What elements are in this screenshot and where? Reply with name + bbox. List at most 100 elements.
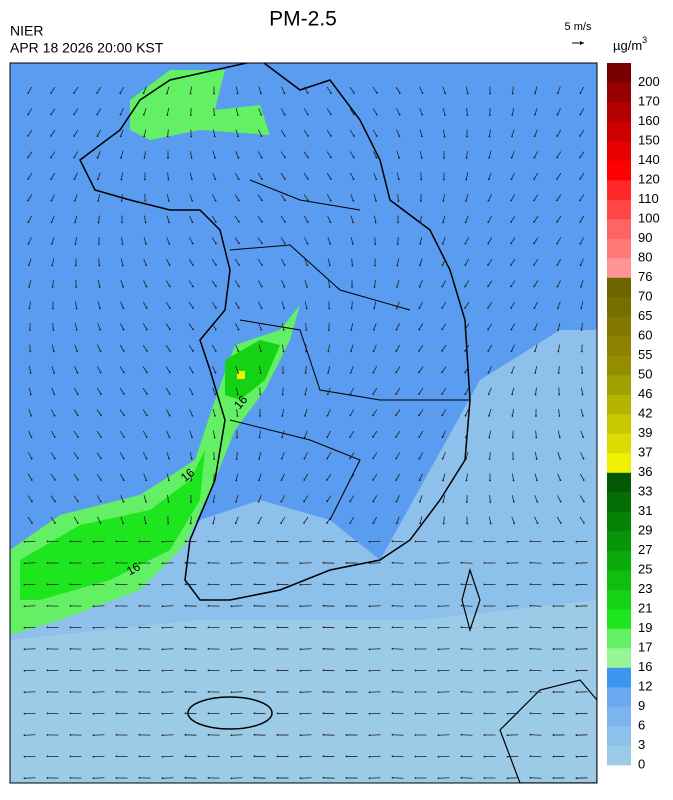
wind-arrow-head xyxy=(533,242,535,244)
wind-arrow-head xyxy=(512,458,514,460)
wind-arrow-head xyxy=(300,734,302,736)
colorbar-tick-label: 29 xyxy=(638,522,652,537)
wind-arrow-head xyxy=(70,562,72,564)
colorbar-tick-label: 200 xyxy=(638,74,660,89)
wind-arrow-head xyxy=(444,136,446,138)
wind-arrow-head xyxy=(77,372,79,374)
colorbar-tick-label: 17 xyxy=(638,639,652,654)
wind-arrow-head xyxy=(464,264,466,266)
wind-arrow-head xyxy=(74,178,76,180)
wind-arrow-head xyxy=(373,307,375,309)
wind-arrow-head xyxy=(488,437,490,439)
colorbar-tick-label: 65 xyxy=(638,308,652,323)
wind-arrow xyxy=(301,541,312,542)
wind-arrow-head xyxy=(576,562,578,564)
wind-arrow-head xyxy=(558,372,560,374)
colorbar-tick-label: 76 xyxy=(638,269,652,284)
colorbar-tick-label: 16 xyxy=(638,659,652,674)
wind-arrow-head xyxy=(510,264,512,266)
wind-arrow-head xyxy=(372,436,374,438)
wind-arrow xyxy=(163,670,174,671)
wind-arrow-head xyxy=(214,415,216,417)
wind-arrow-head xyxy=(51,265,53,267)
wind-arrow-head xyxy=(533,157,535,159)
wind-arrow-head xyxy=(464,328,466,330)
wind-arrow-head xyxy=(438,713,440,715)
wind-arrow xyxy=(94,649,105,650)
wind-arrow-head xyxy=(372,479,374,481)
wind-arrow xyxy=(232,627,243,628)
wind-arrow-head xyxy=(530,648,532,650)
wind-arrow-head xyxy=(50,157,52,159)
wind-arrow-head xyxy=(579,178,581,180)
wind-arrow-head xyxy=(557,329,559,331)
wind-arrow-head xyxy=(395,350,397,352)
wind-arrow-head xyxy=(415,691,417,693)
wind-arrow-head xyxy=(122,307,124,309)
wind-arrow-head xyxy=(487,307,489,309)
wind-arrow-head xyxy=(576,691,578,693)
wind-arrow-head xyxy=(168,479,170,481)
wind-arrow-head xyxy=(556,178,558,180)
wind-arrow-head xyxy=(215,285,217,287)
wind-arrow-head xyxy=(53,351,55,353)
wind-arrow-head xyxy=(375,222,377,224)
wind-arrow xyxy=(232,563,243,564)
wind-arrow-head xyxy=(534,114,536,116)
wind-arrow-head xyxy=(507,777,509,779)
wind-arrow-head xyxy=(487,221,489,223)
wind-arrow xyxy=(232,584,243,585)
wind-arrow-head xyxy=(372,457,374,459)
wind-arrow-head xyxy=(282,372,284,374)
wind-arrow xyxy=(25,541,36,542)
wind-arrow-head xyxy=(145,479,147,481)
wind-arrow-head xyxy=(215,221,217,223)
wind-arrow-head xyxy=(419,264,421,266)
wind-arrow-head xyxy=(300,756,302,758)
wind-arrow-head xyxy=(145,264,147,266)
unit-sup: 3 xyxy=(642,35,647,45)
wind-arrow-head xyxy=(231,627,233,629)
wind-arrow-head xyxy=(192,393,194,395)
wind-arrow-head xyxy=(192,372,194,374)
wind-arrow-head xyxy=(70,583,72,585)
wind-arrow-head xyxy=(461,712,463,714)
wind-arrow-head xyxy=(277,605,279,607)
wind-arrow-head xyxy=(558,394,560,396)
wind-arrow-head xyxy=(465,179,467,181)
wind-arrow-head xyxy=(166,114,168,116)
wind-arrow-head xyxy=(323,712,325,714)
wind-arrow-head xyxy=(116,605,118,607)
wind-arrow-head xyxy=(121,200,123,202)
wind-arrow-head xyxy=(553,648,555,650)
wind-arrow-head xyxy=(461,755,463,757)
wind-arrow-head xyxy=(421,114,423,116)
wind-arrow-head xyxy=(392,755,394,757)
wind-arrow-head xyxy=(533,221,535,223)
wind-arrow-head xyxy=(146,393,148,395)
wind-arrow-head xyxy=(116,712,118,714)
wind-arrow-head xyxy=(77,522,79,524)
wind-arrow-head xyxy=(583,501,585,503)
colorbar-segment xyxy=(607,629,631,649)
wind-arrow-head xyxy=(116,777,118,779)
wind-arrow-head xyxy=(277,562,279,564)
wind-arrow-head xyxy=(120,157,122,159)
wind-arrow-head xyxy=(123,436,125,438)
wind-arrow-head xyxy=(484,670,486,672)
colorbar-segment xyxy=(607,200,631,220)
wind-arrow-head xyxy=(283,307,285,309)
wind-arrow-head xyxy=(116,626,118,628)
wind-arrow-head xyxy=(392,583,394,585)
wind-arrow-head xyxy=(461,626,463,628)
wind-arrow-head xyxy=(484,691,486,693)
wind-arrow xyxy=(163,756,174,757)
wind-arrow-head xyxy=(231,605,233,607)
wind-arrow-head xyxy=(534,350,536,352)
wind-arrow-head xyxy=(484,756,486,758)
wind-arrow-head xyxy=(438,691,440,693)
wind-arrow-head xyxy=(306,286,308,288)
wind-arrow-head xyxy=(488,157,490,159)
colorbar-segment xyxy=(607,395,631,415)
wind-arrow-head xyxy=(396,522,398,524)
